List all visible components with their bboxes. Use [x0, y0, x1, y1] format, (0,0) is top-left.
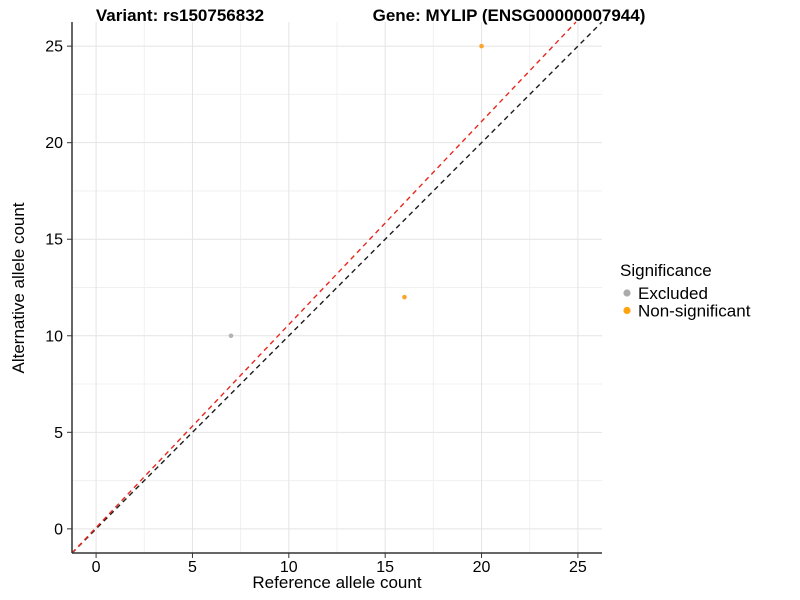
data-point-non-significant — [402, 294, 407, 300]
tick-labels: 0 5 10 15 20 25 0 5 10 15 20 25 — [45, 39, 587, 576]
x-tick-label: 5 — [188, 559, 197, 576]
y-tick-label: 5 — [54, 425, 63, 442]
y-tick-label: 15 — [45, 232, 63, 249]
plot-title-variant: Variant: rs150756832 — [96, 6, 264, 25]
tick-marks — [67, 45, 579, 558]
x-tick-label: 20 — [473, 559, 491, 576]
x-tick-label: 25 — [569, 559, 587, 576]
x-tick-label: 10 — [280, 559, 298, 576]
major-gridlines — [72, 22, 602, 553]
y-tick-label: 0 — [54, 521, 63, 538]
identity-line — [71, 21, 603, 554]
data-point-non-significant — [479, 43, 484, 49]
y-tick-label: 25 — [45, 39, 63, 56]
x-tick-label: 0 — [92, 559, 101, 576]
x-tick-label: 15 — [376, 559, 394, 576]
data-points — [228, 43, 484, 339]
plot-title-gene: Gene: MYLIP (ENSG00000007944) — [373, 6, 646, 25]
legend-dot-non-significant — [623, 306, 631, 315]
data-point-excluded — [228, 333, 234, 339]
minor-gridlines — [72, 22, 602, 553]
reference-lines — [71, 21, 603, 554]
legend-label-excluded: Excluded — [638, 284, 708, 303]
y-tick-label: 20 — [45, 135, 63, 152]
y-axis-title: Alternative allele count — [9, 202, 28, 373]
y-tick-label: 10 — [45, 328, 63, 345]
x-axis-title: Reference allele count — [252, 573, 421, 592]
legend-dot-excluded — [623, 289, 631, 297]
legend-title: Significance — [620, 261, 712, 280]
legend-label-non-significant: Non-significant — [638, 302, 751, 321]
